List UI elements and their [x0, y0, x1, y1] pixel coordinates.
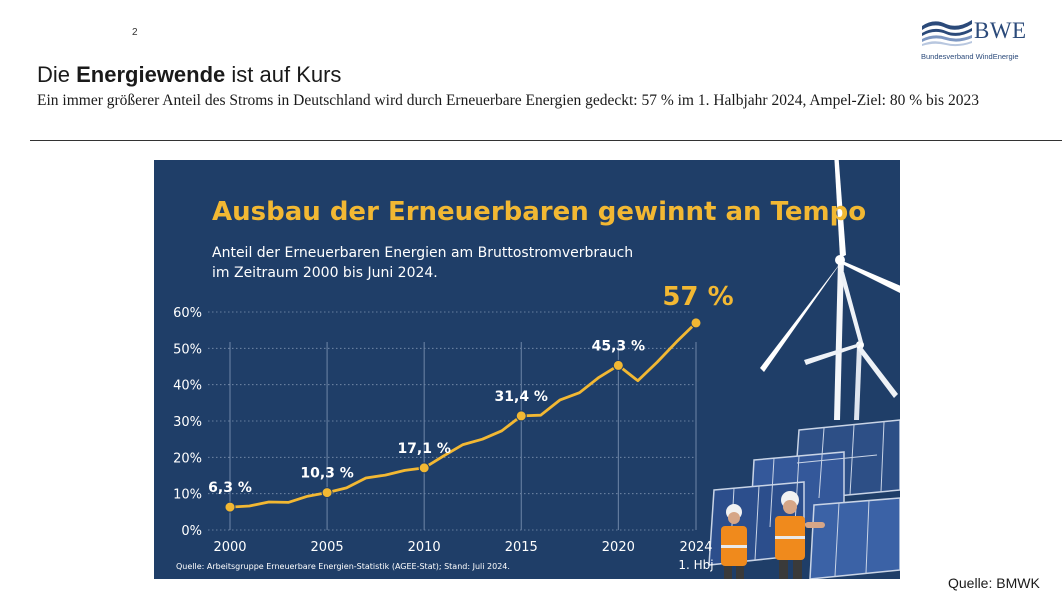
title-part-2: ist auf Kurs — [225, 62, 342, 87]
logo-subtitle: Bundesverband WindEnergie — [921, 52, 1019, 61]
y-tick-label: 40% — [173, 379, 202, 394]
x-tick-sublabel: 1. Hbj — [678, 558, 713, 572]
page-number: 2 — [132, 27, 138, 38]
highlight-point — [612, 359, 624, 371]
highlight-point — [224, 501, 236, 513]
chart-subtitle-line-2: im Zeitraum 2000 bis Juni 2024. — [212, 265, 438, 281]
data-label: 45,3 % — [592, 338, 645, 354]
wind-turbine-illustration — [760, 160, 900, 420]
logo-text: BWE — [974, 18, 1027, 43]
x-tick-label: 2015 — [505, 540, 538, 555]
y-tick-label: 10% — [173, 488, 202, 503]
y-tick-label: 0% — [181, 524, 202, 539]
title-part-1: Die — [37, 62, 77, 87]
chart-subtitle-line-1: Anteil der Erneuerbaren Energien am Brut… — [212, 245, 633, 261]
data-label: 31,4 % — [495, 389, 548, 405]
wind-wave-icon — [922, 20, 972, 47]
x-tick-label: 2005 — [311, 540, 344, 555]
x-tick-label: 2010 — [408, 540, 441, 555]
slide-title: Die Energiewende ist auf Kurs — [37, 62, 341, 88]
y-tick-label: 50% — [173, 342, 202, 357]
data-label: 10,3 % — [300, 466, 353, 482]
x-tick-label: 2024 — [679, 540, 712, 555]
highlight-point — [418, 462, 430, 474]
data-label: 17,1 % — [397, 441, 450, 457]
data-label-highlight: 57 % — [662, 282, 733, 312]
workers-illustration — [721, 491, 825, 579]
chart-source-note: Quelle: Arbeitsgruppe Erneuerbare Energi… — [176, 562, 510, 571]
x-tick-label: 2020 — [602, 540, 635, 555]
highlight-point — [321, 487, 333, 499]
title-bold: Energiewende — [76, 62, 226, 87]
slide-source: Quelle: BMWK — [948, 575, 1040, 591]
data-label: 6,3 % — [208, 480, 252, 496]
title-divider — [30, 140, 1062, 141]
bwe-logo: BWE Bundesverband WindEnergie — [918, 14, 1038, 64]
y-tick-label: 60% — [173, 306, 202, 321]
x-tick-label: 2000 — [213, 540, 246, 555]
chart-title: Ausbau der Erneuerbaren gewinnt an Tempo — [212, 197, 866, 227]
y-tick-label: 20% — [173, 451, 202, 466]
renewables-share-chart: Ausbau der Erneuerbaren gewinnt an Tempo… — [173, 160, 900, 579]
highlight-point — [515, 410, 527, 422]
chart-panel: Ausbau der Erneuerbaren gewinnt an Tempo… — [154, 160, 900, 579]
y-tick-label: 30% — [173, 415, 202, 430]
highlight-point — [690, 317, 702, 329]
slide-subtitle: Ein immer größerer Anteil des Stroms in … — [37, 92, 979, 109]
